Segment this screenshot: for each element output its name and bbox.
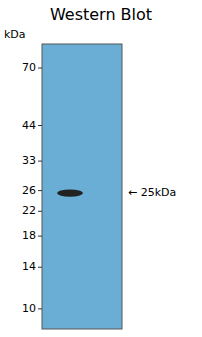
y-axis-label: kDa (4, 28, 26, 41)
y-axis: 70 44 33 26 22 18 14 10 (22, 61, 42, 315)
bands (57, 189, 83, 196)
y-tick (38, 267, 42, 268)
y-tick (38, 308, 42, 309)
y-tick-label: 70 (22, 61, 36, 74)
y-tick (38, 211, 42, 212)
y-tick-label: 14 (22, 260, 36, 273)
y-tick (38, 236, 42, 237)
y-tick-label: 26 (22, 184, 36, 197)
y-tick (38, 125, 42, 126)
y-tick-label: 10 (22, 302, 36, 315)
annotation: ← 25kDa (128, 186, 176, 199)
y-tick-label: 44 (22, 119, 36, 132)
y-tick (38, 68, 42, 69)
chart-container: Western Blot kDa 70 44 33 26 22 18 14 10 ← 25kDa (0, 0, 202, 337)
y-tick-label: 18 (22, 229, 36, 242)
band (57, 189, 83, 196)
y-tick-label: 33 (22, 154, 36, 167)
plot-area (42, 44, 122, 329)
chart-svg: Western Blot kDa 70 44 33 26 22 18 14 10 ← 25kDa (0, 0, 202, 337)
y-tick (38, 190, 42, 191)
y-tick-label: 22 (22, 204, 36, 217)
y-tick (38, 161, 42, 162)
title: Western Blot (50, 5, 152, 24)
